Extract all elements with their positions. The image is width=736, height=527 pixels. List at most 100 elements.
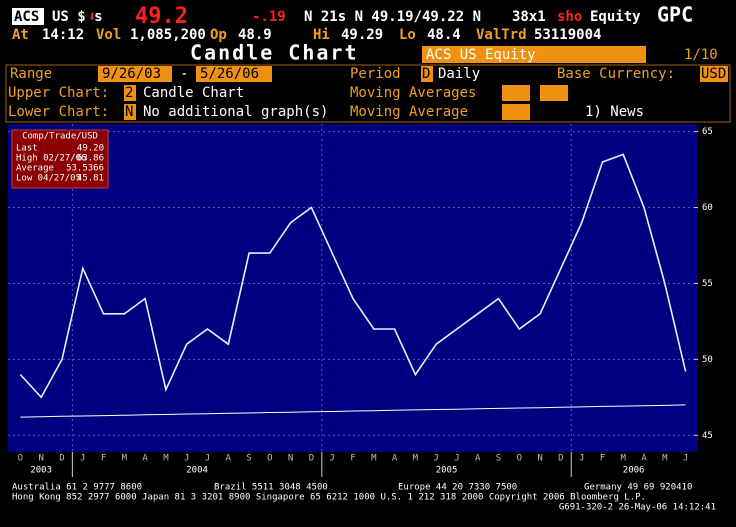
settings-frame bbox=[5, 64, 731, 123]
x-tick-label: M bbox=[413, 454, 419, 464]
x-tick-label: N bbox=[537, 454, 542, 464]
label: Lower Chart: bbox=[8, 104, 109, 120]
x-tick-label: J bbox=[80, 454, 85, 464]
x-tick-label: A bbox=[392, 454, 398, 464]
value: 14:12 bbox=[42, 27, 84, 43]
footer: Brazil 5511 3048 4500 bbox=[214, 483, 328, 493]
x-tick-label: O bbox=[517, 454, 522, 464]
stats-box bbox=[11, 129, 109, 189]
input-box[interactable] bbox=[124, 104, 136, 120]
x-tick-label: N bbox=[38, 454, 43, 464]
x-tick-label: D bbox=[309, 454, 314, 464]
x-tick-label: M bbox=[163, 454, 169, 464]
period: Daily bbox=[438, 66, 480, 82]
plot-area bbox=[8, 124, 698, 452]
label: At bbox=[12, 27, 29, 43]
x-tick-label: F bbox=[101, 454, 106, 464]
y-tick-label: 60 bbox=[702, 203, 713, 213]
x-tick-label: M bbox=[371, 454, 377, 464]
x-tick-label: J bbox=[454, 454, 459, 464]
footer: Australia 61 2 9777 8600 bbox=[12, 483, 142, 493]
input-box[interactable] bbox=[196, 66, 272, 82]
upper-code[interactable]: 2 bbox=[125, 85, 133, 101]
currency: US $ s bbox=[52, 9, 103, 25]
stat-label: Average bbox=[16, 164, 54, 174]
change: -.19 bbox=[252, 9, 286, 25]
ticker: ACS bbox=[14, 9, 39, 25]
input-box[interactable] bbox=[98, 66, 172, 82]
value: 48.9 bbox=[238, 27, 272, 43]
sho: sho bbox=[557, 9, 582, 25]
x-tick-label: J bbox=[433, 454, 438, 464]
page-title: Candle Chart bbox=[190, 41, 359, 65]
stat-label: Low 04/27/05 bbox=[16, 174, 81, 184]
x-tick-label: O bbox=[18, 454, 23, 464]
label: Base Currency: bbox=[557, 66, 675, 82]
input-box[interactable] bbox=[502, 104, 530, 120]
footer: G691-320-2 26-May-06 14:12:41 bbox=[559, 503, 716, 513]
stat-label: High 02/27/06 bbox=[16, 154, 86, 164]
end-date[interactable]: 5/26/06 bbox=[200, 66, 259, 82]
label: Vol bbox=[96, 27, 121, 43]
x-tick-label: A bbox=[226, 454, 232, 464]
lower-code[interactable]: N bbox=[125, 104, 133, 120]
stat-value: 45.81 bbox=[77, 174, 104, 184]
lower-chart: No additional graph(s) bbox=[143, 104, 328, 120]
label: Upper Chart: bbox=[8, 85, 109, 101]
label: Hi bbox=[313, 27, 330, 43]
x-tick-label: O bbox=[267, 454, 272, 464]
x-tick-label: F bbox=[350, 454, 355, 464]
size: 38x1 bbox=[512, 9, 546, 25]
value: 48.4 bbox=[427, 27, 461, 43]
footer: Hong Kong 852 2977 6000 Japan 81 3 3201 … bbox=[12, 493, 646, 503]
start-date[interactable]: 9/26/03 bbox=[102, 66, 161, 82]
footer: Europe 44 20 7330 7500 bbox=[398, 483, 517, 493]
input-box[interactable] bbox=[700, 66, 728, 82]
value: 53119004 bbox=[534, 27, 601, 43]
news-link[interactable]: 1) News bbox=[585, 104, 644, 120]
stats-title: Comp/Trade/USD bbox=[22, 132, 98, 142]
page-number: 1/10 bbox=[684, 47, 718, 63]
x-tick-label: S bbox=[246, 454, 251, 464]
footer: Germany 49 69 920410 bbox=[584, 483, 692, 493]
stat-value: 63.86 bbox=[77, 154, 104, 164]
y-tick-label: 50 bbox=[702, 355, 713, 365]
x-tick-label: A bbox=[641, 454, 647, 464]
currency-code[interactable]: USD bbox=[701, 66, 726, 82]
security: ACS US Equity bbox=[426, 47, 536, 63]
x-tick-label: S bbox=[496, 454, 501, 464]
label: ValTrd bbox=[476, 27, 527, 43]
x-tick-label: A bbox=[475, 454, 481, 464]
input-box[interactable] bbox=[540, 85, 568, 101]
quote: N 21s N 49.19/49.22 N bbox=[304, 9, 481, 25]
year-label: 2004 bbox=[186, 466, 208, 476]
y-tick-label: 55 bbox=[702, 279, 713, 289]
label: Op bbox=[210, 27, 227, 43]
x-tick-label: M bbox=[662, 454, 668, 464]
x-tick-label: J bbox=[205, 454, 210, 464]
market: Equity bbox=[590, 9, 641, 25]
input-box[interactable] bbox=[502, 85, 530, 101]
year-label: 2003 bbox=[30, 466, 52, 476]
ticker-box bbox=[12, 8, 44, 25]
last-price: 49.2 bbox=[135, 4, 188, 29]
stat-label: Last bbox=[16, 144, 38, 154]
period-code[interactable]: D bbox=[422, 66, 430, 82]
code: GPC bbox=[657, 3, 693, 27]
value: 49.29 bbox=[341, 27, 383, 43]
label: Lo bbox=[399, 27, 416, 43]
input-box[interactable] bbox=[124, 85, 136, 101]
label: Range bbox=[10, 66, 52, 82]
x-tick-label: M bbox=[621, 454, 627, 464]
arrow: ⬇ bbox=[88, 9, 96, 25]
x-tick-label: M bbox=[122, 454, 128, 464]
stat-value: 49.20 bbox=[77, 144, 104, 154]
upper-chart: Candle Chart bbox=[143, 85, 244, 101]
year-label: 2005 bbox=[436, 466, 458, 476]
x-tick-label: J bbox=[330, 454, 335, 464]
input-box[interactable] bbox=[421, 66, 433, 82]
x-tick-label: D bbox=[558, 454, 563, 464]
x-tick-label: D bbox=[59, 454, 64, 464]
x-tick-label: J bbox=[579, 454, 584, 464]
